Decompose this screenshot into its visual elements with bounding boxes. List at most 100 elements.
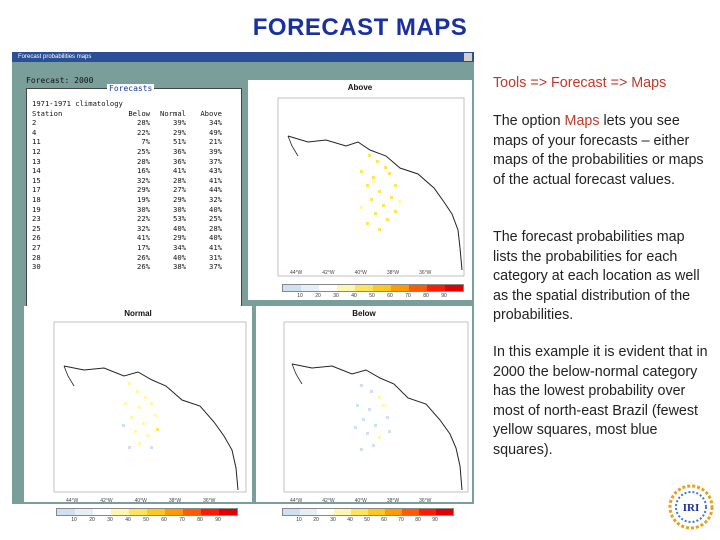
station-square <box>146 434 149 437</box>
below-cell: 30% <box>137 204 150 214</box>
scale-swatch <box>351 509 368 515</box>
scale-swatch <box>445 285 463 291</box>
scale-swatch <box>373 285 391 291</box>
scale-swatch <box>129 509 147 515</box>
below-cell: 7% <box>141 137 150 147</box>
station-cell: 11 <box>32 137 41 147</box>
station-square <box>370 198 373 201</box>
iri-logo: IRI <box>668 484 714 530</box>
app-screenshot: Forecast probabilities maps Forecast: 20… <box>12 52 474 504</box>
table-row: 4 22% 29% 49% <box>32 128 222 138</box>
normal-map-panel: Normal <box>24 306 252 502</box>
scale-label: 80 <box>423 293 429 299</box>
normal-cell: 29% <box>173 127 186 137</box>
scale-label: 60 <box>387 293 393 299</box>
below-map-title: Below <box>352 309 376 318</box>
table-row: 26 41% 29% 40% <box>32 233 222 243</box>
scale-label: 40 <box>347 517 353 523</box>
station-square <box>378 228 381 231</box>
above-cell: 32% <box>209 194 222 204</box>
below-cell: 26% <box>137 262 150 272</box>
normal-map <box>53 321 247 493</box>
p1-highlight: Maps <box>564 113 600 129</box>
above-cell: 41% <box>209 242 222 252</box>
scale-label: 10 <box>297 293 303 299</box>
station-square <box>368 408 371 411</box>
station-square <box>386 416 389 419</box>
p1-a: The option <box>493 113 565 129</box>
scale-swatch <box>111 509 129 515</box>
scale-swatch <box>201 509 219 515</box>
below-cell: 32% <box>137 175 150 185</box>
above-lon-ticks: 44°W 42°W 40°W 38°W 36°W <box>290 270 431 276</box>
forecasts-panel: Forecasts 1971-1971 climatology Station … <box>26 84 242 334</box>
station-square <box>136 390 139 393</box>
forecast-table: 1971-1971 climatology Station Below Norm… <box>32 99 222 272</box>
scale-swatch <box>409 285 427 291</box>
station-square <box>366 222 369 225</box>
scale-swatch <box>334 509 351 515</box>
table-row: 28 26% 40% 31% <box>32 253 222 263</box>
station-square <box>398 200 401 203</box>
station-square <box>388 430 391 433</box>
above-map-panel: Above <box>248 80 472 300</box>
above-cell: 31% <box>209 252 222 262</box>
above-scale-labels: 10 20 30 40 50 60 70 80 90 <box>291 293 453 299</box>
scale-label: 20 <box>313 517 319 523</box>
station-square <box>150 402 153 405</box>
scale-label: 50 <box>369 293 375 299</box>
station-square <box>156 428 159 431</box>
scale-swatch <box>436 509 453 515</box>
below-cell: 19% <box>137 194 150 204</box>
station-square <box>366 432 369 435</box>
scale-label: 10 <box>71 517 77 523</box>
scale-label: 70 <box>405 293 411 299</box>
above-cell: 41% <box>209 175 222 185</box>
station-square <box>362 418 365 421</box>
below-cell: 26% <box>137 252 150 262</box>
station-square <box>134 430 137 433</box>
forecasts-panel-legend: Forecasts <box>107 84 155 93</box>
above-cell: 25% <box>209 214 222 224</box>
table-row: 18 19% 29% 32% <box>32 195 222 205</box>
table-row: 27 17% 34% 41% <box>32 243 222 253</box>
station-square <box>138 406 141 409</box>
above-cell: 34% <box>209 118 222 128</box>
station-square <box>374 424 377 427</box>
normal-cell: 29% <box>173 233 186 243</box>
station-square <box>378 190 381 193</box>
scale-label: 20 <box>315 293 321 299</box>
above-map-title: Above <box>347 83 373 92</box>
station-square <box>368 154 371 157</box>
above-cell: 49% <box>209 127 222 137</box>
lon-tick-label: 44°W <box>290 498 303 504</box>
lon-tick-label: 42°W <box>322 270 335 276</box>
scale-swatch <box>301 285 319 291</box>
scale-label: 10 <box>296 517 302 523</box>
table-row: 30 26% 38% 37% <box>32 262 222 272</box>
close-icon[interactable] <box>464 53 472 61</box>
lon-tick-label: 42°W <box>322 498 335 504</box>
window-title: Forecast probabilities maps <box>18 54 92 60</box>
below-cell: 22% <box>137 214 150 224</box>
lon-tick-label: 38°W <box>168 498 182 504</box>
above-color-scale <box>282 284 464 292</box>
menu-path: Tools => Forecast => Maps <box>493 75 667 91</box>
station-square <box>150 446 153 449</box>
station-square <box>376 160 379 163</box>
scale-swatch <box>219 509 237 515</box>
scale-swatch <box>183 509 201 515</box>
normal-cell: 41% <box>173 166 186 176</box>
table-row: 23 22% 53% 25% <box>32 214 222 224</box>
below-cell: 25% <box>137 146 150 156</box>
forecast-label: Forecast: 2000 <box>26 76 94 85</box>
table-row: 2 28% 39% 34% <box>32 118 222 128</box>
station-cell: 13 <box>32 156 41 166</box>
scale-label: 70 <box>398 517 404 523</box>
below-cell: 32% <box>137 223 150 233</box>
station-square <box>382 404 385 407</box>
station-square <box>366 184 369 187</box>
col-header-normal: Normal <box>160 108 186 118</box>
table-row: 14 16% 41% 43% <box>32 166 222 176</box>
scale-swatch <box>93 509 111 515</box>
